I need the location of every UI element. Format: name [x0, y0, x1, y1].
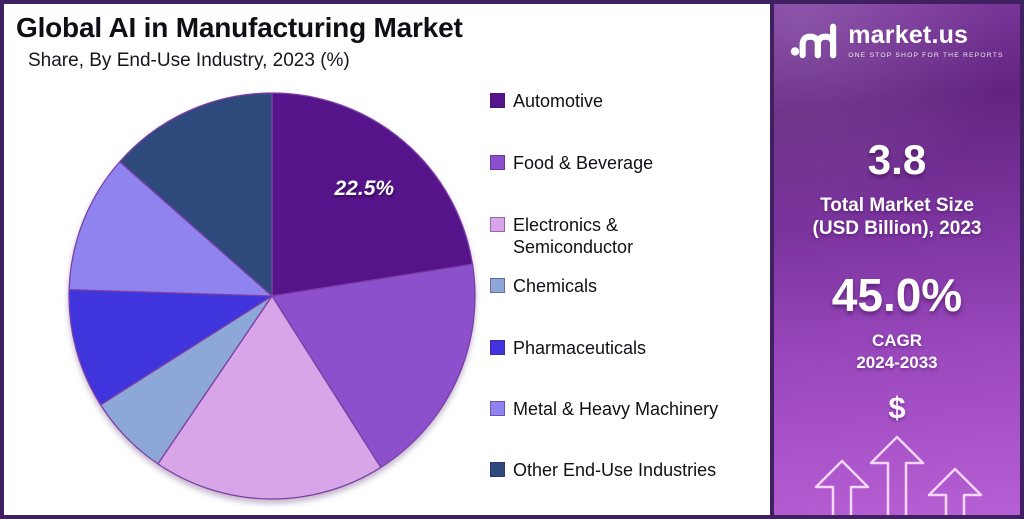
pie-slice-metal-heavy-machinery — [68, 161, 273, 297]
brand-tagline: ONE STOP SHOP FOR THE REPORTS — [848, 52, 1004, 59]
cagr-value: 45.0% — [831, 269, 963, 321]
pie-slice-automotive — [271, 92, 474, 297]
legend-item: Metal & Heavy Machinery — [490, 398, 718, 420]
legend-item: Electronics & Semiconductor — [490, 214, 633, 258]
brand-block: market.us ONE STOP SHOP FOR THE REPORTS — [774, 20, 1020, 60]
cagr-stat: 45.0% CAGR 2024-2033 — [774, 268, 1020, 374]
market-size-value: 3.8 — [867, 136, 927, 183]
legend-label: Food & Beverage — [513, 153, 654, 173]
legend: Automotive Food & Beverage Electronics & S… — [490, 4, 766, 515]
market-size-label: Total Market Size (USD Billion), 2023 — [812, 195, 982, 239]
dollar-icon: $ — [888, 390, 906, 425]
growth-arrows-icon — [814, 435, 983, 515]
legend-item: Food & Beverage — [490, 152, 653, 174]
chart-panel: Global AI in Manufacturing Market Share,… — [4, 4, 770, 515]
pie-chart: 22.5% — [62, 86, 482, 506]
legend-swatch-icon — [490, 155, 505, 170]
pie-slice-pharmaceuticals — [68, 288, 273, 406]
legend-swatch-icon — [490, 93, 505, 108]
legend-swatch-icon — [490, 401, 505, 416]
legend-swatch-icon — [490, 462, 505, 477]
pie-data-label: 22.5% — [334, 177, 395, 200]
brand-text: market.us ONE STOP SHOP FOR THE REPORTS — [848, 21, 1003, 59]
legend-label: Electronics & Semiconductor — [513, 215, 634, 257]
legend-swatch-icon — [490, 217, 505, 232]
pie-chart-svg: 22.5% — [68, 92, 476, 500]
chart-title: Global AI in Manufacturing Market — [16, 12, 463, 43]
legend-label: Other End-Use Industries — [513, 460, 717, 480]
pie-slice-food-beverage — [271, 263, 476, 469]
legend-item: Pharmaceuticals — [490, 337, 646, 359]
legend-label: Pharmaceuticals — [513, 338, 647, 358]
cagr-label: CAGR 2024-2033 — [856, 331, 938, 372]
legend-label: Automotive — [513, 91, 604, 111]
legend-item: Automotive — [490, 90, 603, 112]
pie-slice-electronics-semiconductor — [157, 295, 382, 500]
legend-swatch-icon — [490, 340, 505, 355]
legend-swatch-icon — [490, 278, 505, 293]
market-size-stat: 3.8 Total Market Size (USD Billion), 202… — [774, 136, 1020, 240]
marketus-logo-icon — [791, 23, 837, 59]
chart-subtitle: Share, By End-Use Industry, 2023 (%) — [28, 50, 350, 71]
legend-label: Metal & Heavy Machinery — [513, 399, 719, 419]
pie-slice-other-end-use-industries — [119, 92, 273, 297]
legend-item: Other End-Use Industries — [490, 459, 716, 481]
brand-sidebar: market.us ONE STOP SHOP FOR THE REPORTS … — [770, 4, 1020, 515]
legend-label: Chemicals — [513, 276, 598, 296]
legend-item: Chemicals — [490, 275, 597, 297]
brand-name: market.us — [848, 21, 969, 49]
